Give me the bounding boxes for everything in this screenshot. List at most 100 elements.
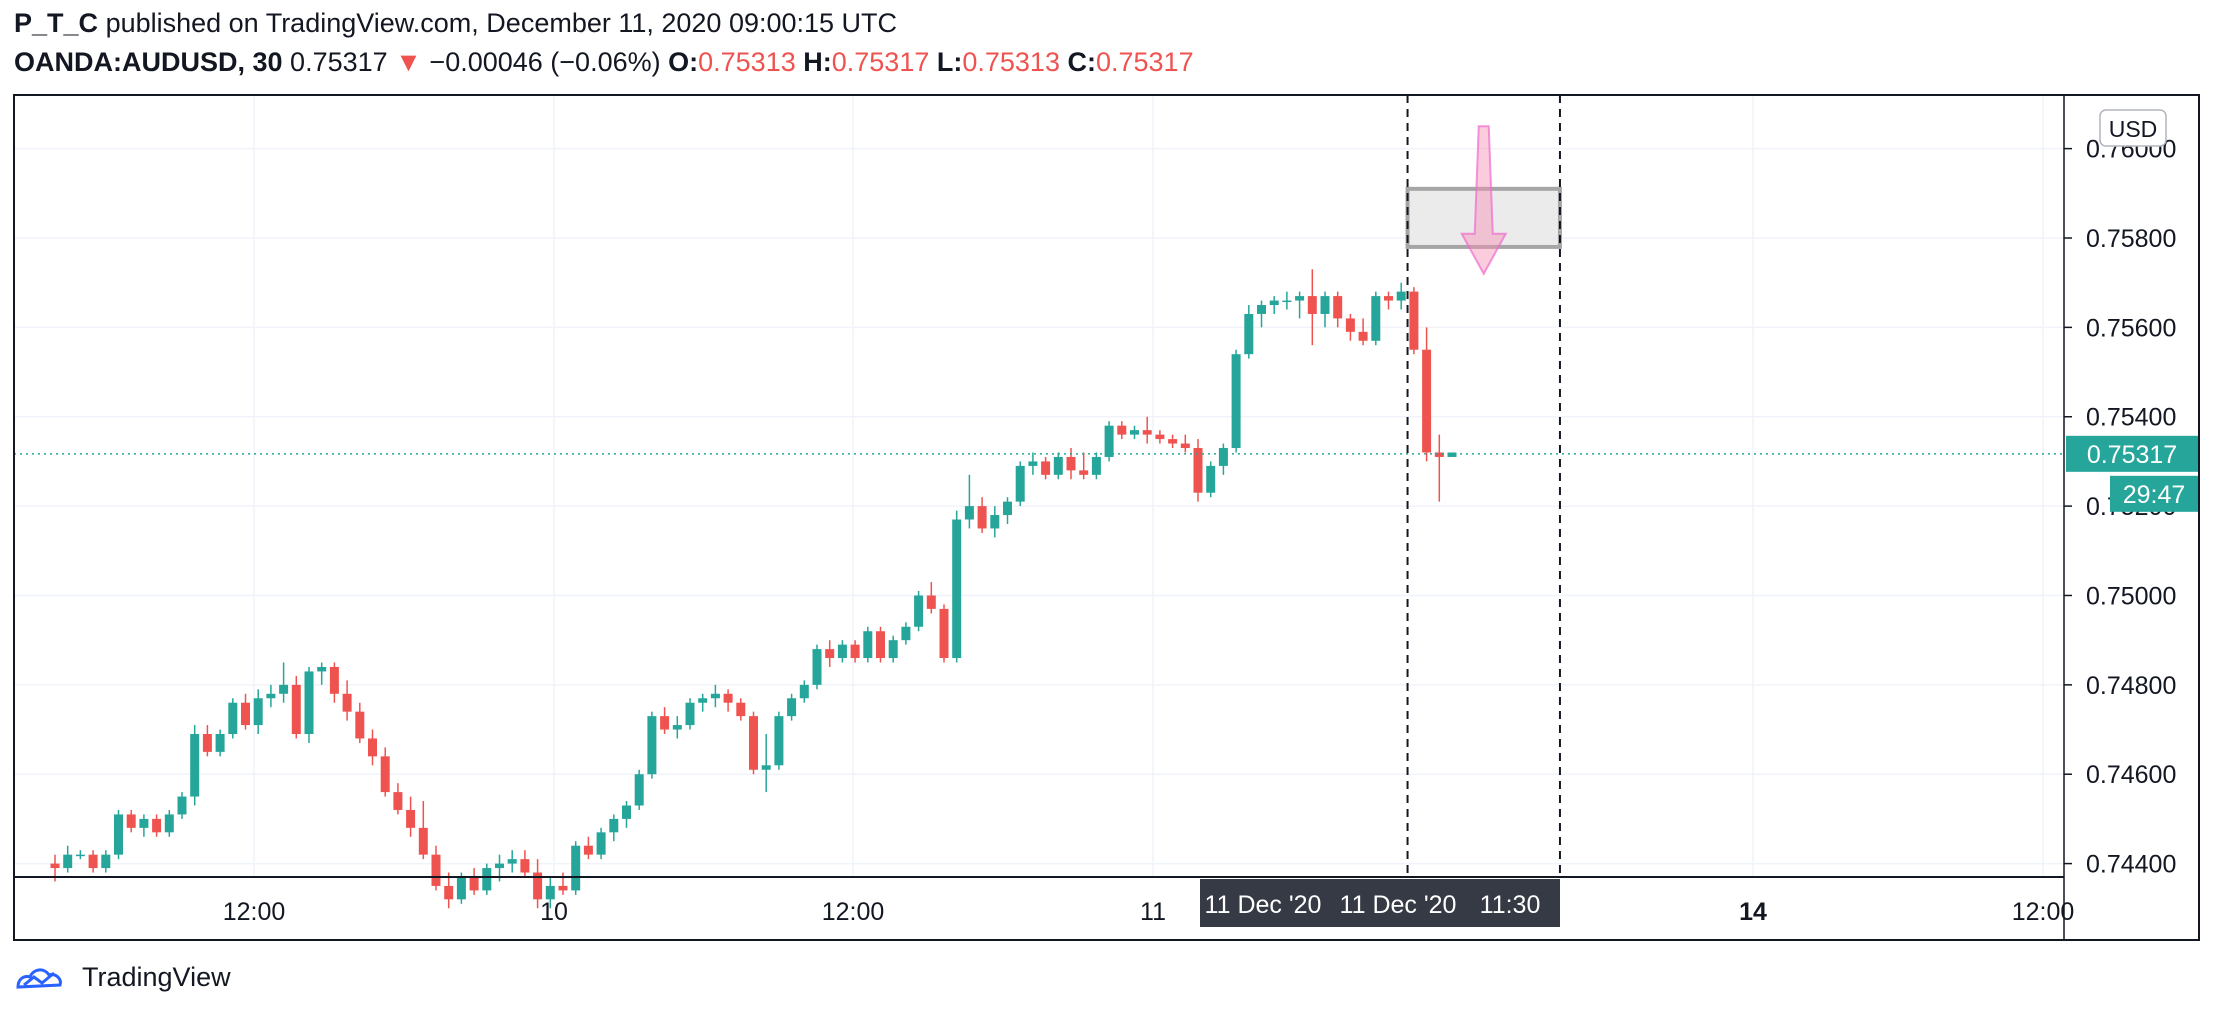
candle (736, 698, 746, 721)
candle-body (418, 827, 428, 855)
candle-body (88, 854, 98, 869)
candle-body (177, 796, 187, 815)
candle (1333, 291, 1343, 328)
candle (698, 693, 708, 712)
candle-body (101, 854, 111, 869)
candle (1345, 313, 1355, 341)
candle-body (1117, 425, 1127, 435)
candle (672, 716, 682, 739)
candle (1371, 291, 1381, 346)
candle (241, 693, 250, 730)
candlestick-series[interactable] (50, 269, 1457, 909)
candle (126, 809, 136, 833)
candle (469, 868, 479, 895)
candle (1066, 448, 1076, 480)
resistance-zone-box[interactable] (1405, 186, 1562, 249)
candle-body (749, 716, 758, 770)
time-axis[interactable]: 12:00 10 12:00 11 14 12:00 11 Dec '20 11 Dec '2… (14, 876, 2074, 927)
candle (368, 729, 377, 766)
candle (418, 801, 428, 860)
candle (1168, 434, 1178, 449)
candle (1180, 434, 1190, 453)
candle (317, 662, 327, 685)
candle-body (1041, 461, 1051, 475)
candle (990, 506, 1000, 538)
candle (850, 640, 860, 663)
candle-body (520, 859, 530, 873)
candle-body (863, 631, 873, 659)
candle-body (1282, 300, 1292, 303)
candle (406, 796, 416, 837)
candle-body (1091, 456, 1101, 475)
candle (1091, 452, 1101, 480)
candle-body (1345, 318, 1355, 332)
candle-body (266, 693, 276, 699)
candle (609, 814, 619, 842)
candle-body (1015, 465, 1025, 502)
candle (507, 850, 517, 873)
candle-body (660, 716, 670, 730)
symbol-name: OANDA:AUDUSD, 30 (14, 47, 283, 77)
close-label: C: (1067, 47, 1096, 77)
brand-name[interactable]: TradingView (82, 962, 231, 992)
candle (1028, 452, 1038, 475)
candle (393, 783, 403, 815)
candle-body (622, 805, 631, 819)
candle (787, 693, 797, 721)
candle-body (888, 640, 898, 659)
candle-body (1409, 291, 1419, 350)
candle (1307, 269, 1317, 346)
candle (215, 729, 225, 757)
candle (101, 850, 111, 873)
candle (901, 622, 911, 645)
candle-body (75, 854, 85, 857)
candle (710, 684, 720, 708)
candle-body (736, 702, 746, 717)
candle-body (50, 863, 60, 869)
candle (1206, 461, 1216, 498)
candle (799, 680, 809, 703)
candle (1384, 291, 1393, 310)
candle-body (1066, 456, 1076, 471)
candle-body (495, 863, 504, 869)
high-label: H: (803, 47, 832, 77)
y-tick-label: 0.75000 (2086, 582, 2176, 610)
candle (634, 769, 644, 810)
candle (723, 689, 733, 712)
currency-label: USD (2109, 116, 2158, 142)
price-axis[interactable]: 0.744000.746000.748000.750000.752000.754… (2063, 95, 2198, 940)
candle (1130, 425, 1139, 440)
candle (596, 827, 606, 860)
candle (685, 698, 695, 730)
candle (660, 707, 670, 735)
grid-lines (14, 95, 2064, 877)
down-arrow-icon[interactable] (1460, 125, 1508, 276)
candle-body (456, 877, 466, 900)
candle (952, 510, 962, 663)
candle (266, 684, 276, 708)
currency-badge[interactable] (2099, 109, 2167, 147)
candle-body (139, 818, 149, 828)
candle-body (380, 756, 390, 793)
candle-body (1396, 291, 1406, 301)
candle-body (825, 649, 835, 659)
candle (482, 863, 492, 895)
y-tick-label: 0.74600 (2086, 761, 2176, 789)
candle-body (317, 666, 327, 672)
x-tick-label: 14 (1739, 898, 1767, 926)
candle (1244, 305, 1254, 359)
candle-body (990, 515, 1000, 529)
candle-body (710, 693, 720, 699)
candle (520, 850, 530, 877)
candle-body (583, 845, 593, 855)
candle-body (1358, 331, 1368, 341)
tradingview-logo-icon (16, 968, 62, 989)
candle-body (469, 877, 479, 891)
author-name[interactable]: P_T_C (14, 8, 99, 38)
candle-body (1231, 354, 1241, 449)
candle-body (1218, 448, 1228, 466)
candle-body (837, 644, 847, 659)
candle-body (723, 693, 733, 703)
candle-body (482, 868, 492, 891)
